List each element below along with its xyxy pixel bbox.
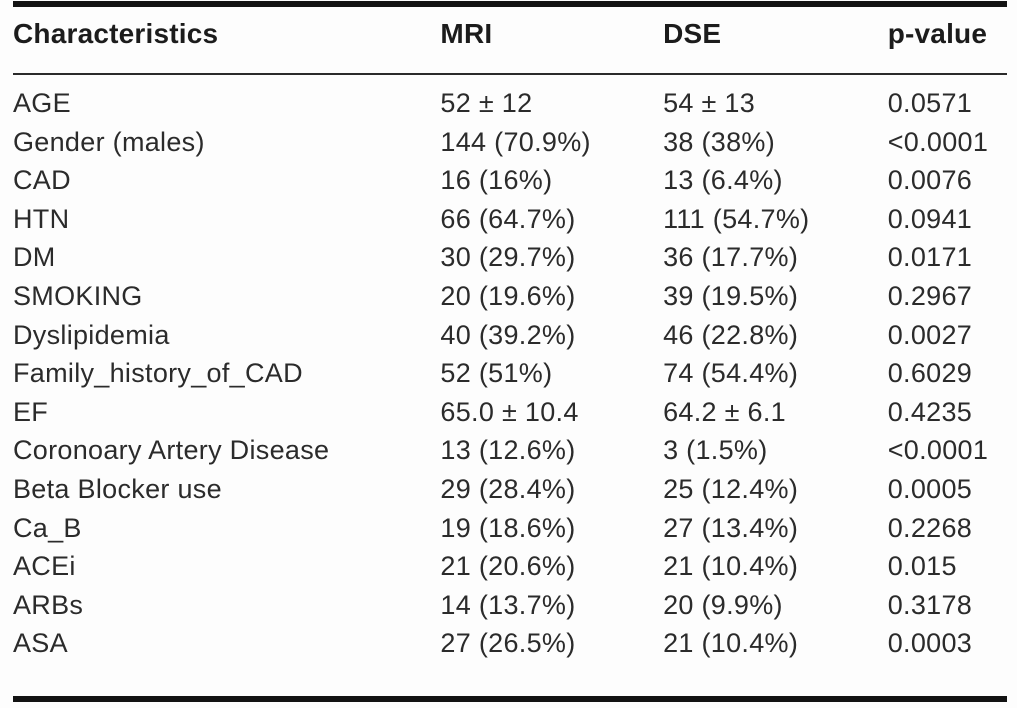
- dse-value-cell: 54 ± 13: [663, 88, 756, 118]
- header-row: Characteristics MRI DSE p-value: [13, 7, 1007, 75]
- p-value-cell: <0.0001: [887, 126, 989, 157]
- table-row: Beta Blocker use 29 (28.4%) 25 (12.4%) 0.00…: [13, 470, 1007, 509]
- p-value-cell: 0.3178: [887, 589, 973, 620]
- characteristic-cell: ASA: [13, 628, 68, 659]
- characteristic-cell: ACEi: [13, 551, 76, 582]
- column-header-mri: MRI: [440, 7, 664, 75]
- dse-value-cell: 13 (6.4%): [663, 165, 783, 196]
- characteristic-cell: Gender (males): [13, 126, 205, 157]
- table-row: Coronoary Artery Disease 13 (12.6%) 3 (1.5…: [13, 431, 1007, 470]
- p-value-cell: 0.2967: [887, 280, 973, 311]
- characteristic-cell: HTN: [13, 203, 70, 234]
- column-header-p-value: p-value: [887, 7, 1007, 75]
- mri-value-cell: 29 (28.4%): [440, 473, 576, 504]
- p-value-cell: 0.0171: [887, 242, 973, 273]
- table-row: HTN 66 (64.7%) 111 (54.7%) 0.0941: [13, 200, 1007, 239]
- dse-value-cell: 111 (54.7%): [663, 203, 810, 234]
- dse-value-cell: 25 (12.4%): [663, 473, 799, 504]
- table-row: DM 30 (29.7%) 36 (17.7%) 0.0171: [13, 238, 1007, 277]
- dse-value-cell: 21 (10.4%): [663, 628, 799, 659]
- mri-value-cell: 21 (20.6%): [440, 551, 576, 582]
- table-row: Ca_B 19 (18.6%) 27 (13.4%) 0.2268: [13, 509, 1007, 548]
- mri-value-cell: 19 (18.6%): [440, 512, 576, 543]
- table-row: ARBs 14 (13.7%) 20 (9.9%) 0.3178: [13, 586, 1007, 625]
- p-value-cell: 0.0003: [887, 628, 973, 659]
- characteristic-cell: Dyslipidemia: [13, 319, 170, 350]
- characteristic-cell: ARBs: [13, 589, 84, 620]
- bottom-border-rule: [13, 695, 1007, 702]
- mri-value-cell: 65.0 ± 10.4: [440, 396, 579, 427]
- top-border-rule: [13, 1, 1007, 7]
- table-row: Dyslipidemia 40 (39.2%) 46 (22.8%) 0.0027: [13, 316, 1007, 355]
- characteristic-cell: DM: [13, 242, 56, 273]
- mri-value-cell: 52 (51%): [440, 358, 553, 389]
- characteristic-cell: SMOKING: [13, 280, 143, 311]
- dse-value-cell: 27 (13.4%): [663, 512, 799, 543]
- column-header-characteristics: Characteristics: [13, 7, 441, 75]
- dse-value-cell: 3 (1.5%): [663, 435, 768, 466]
- characteristic-cell: Beta Blocker use: [13, 473, 222, 504]
- characteristic-cell: Coronoary Artery Disease: [13, 435, 330, 466]
- mri-value-cell: 30 (29.7%): [440, 242, 576, 273]
- characteristic-cell: AGE: [13, 88, 71, 118]
- p-value-cell: 0.4235: [887, 396, 973, 427]
- dse-value-cell: 64.2 ± 6.1: [663, 396, 786, 427]
- mri-value-cell: 14 (13.7%): [440, 589, 576, 620]
- table-row: AGE 52 ± 12 54 ± 13 0.0571: [13, 74, 1007, 123]
- mri-value-cell: 40 (39.2%): [440, 319, 576, 350]
- dse-value-cell: 21 (10.4%): [663, 551, 799, 582]
- mri-value-cell: 144 (70.9%): [440, 126, 591, 157]
- characteristic-cell: Ca_B: [13, 512, 82, 543]
- table-row: SMOKING 20 (19.6%) 39 (19.5%) 0.2967: [13, 277, 1007, 316]
- table-row: ACEi 21 (20.6%) 21 (10.4%) 0.015: [13, 547, 1007, 586]
- p-value-cell: 0.015: [887, 551, 957, 582]
- column-header-dse: DSE: [663, 7, 888, 75]
- baseline-characteristics-table: Characteristics MRI DSE p-value AGE 52 ± …: [13, 7, 1007, 663]
- p-value-cell: 0.0027: [887, 319, 973, 350]
- p-value-cell: 0.0941: [887, 203, 973, 234]
- table-header: Characteristics MRI DSE p-value: [13, 7, 1007, 75]
- dse-value-cell: 74 (54.4%): [663, 358, 799, 389]
- p-value-cell: 0.2268: [887, 512, 973, 543]
- table-row: Family_history_of_CAD 52 (51%) 74 (54.4%) 0…: [13, 354, 1007, 393]
- table-row: CAD 16 (16%) 13 (6.4%) 0.0076: [13, 161, 1007, 200]
- dse-value-cell: 20 (9.9%): [663, 589, 783, 620]
- mri-value-cell: 27 (26.5%): [440, 628, 576, 659]
- characteristic-cell: EF: [13, 396, 49, 427]
- mri-value-cell: 16 (16%): [440, 165, 553, 196]
- p-value-cell: 0.6029: [887, 358, 973, 389]
- table-row: Gender (males) 144 (70.9%) 38 (38%) <0.0001: [13, 123, 1007, 162]
- dse-value-cell: 36 (17.7%): [663, 242, 799, 273]
- mri-value-cell: 52 ± 12: [440, 88, 533, 118]
- table-row: EF 65.0 ± 10.4 64.2 ± 6.1 0.4235: [13, 393, 1007, 432]
- mri-value-cell: 66 (64.7%): [440, 203, 576, 234]
- characteristic-cell: CAD: [13, 165, 71, 196]
- mri-value-cell: 20 (19.6%): [440, 280, 576, 311]
- p-value-cell: 0.0571: [887, 88, 973, 118]
- table-row: ASA 27 (26.5%) 21 (10.4%) 0.0003: [13, 624, 1007, 663]
- characteristic-cell: Family_history_of_CAD: [13, 358, 303, 389]
- p-value-cell: 0.0076: [887, 165, 973, 196]
- dse-value-cell: 39 (19.5%): [663, 280, 799, 311]
- p-value-cell: <0.0001: [887, 435, 989, 466]
- mri-value-cell: 13 (12.6%): [440, 435, 576, 466]
- dse-value-cell: 38 (38%): [663, 126, 776, 157]
- p-value-cell: 0.0005: [887, 473, 973, 504]
- dse-value-cell: 46 (22.8%): [663, 319, 799, 350]
- table-body: AGE 52 ± 12 54 ± 13 0.0571 Gender (males) 144…: [13, 74, 1007, 663]
